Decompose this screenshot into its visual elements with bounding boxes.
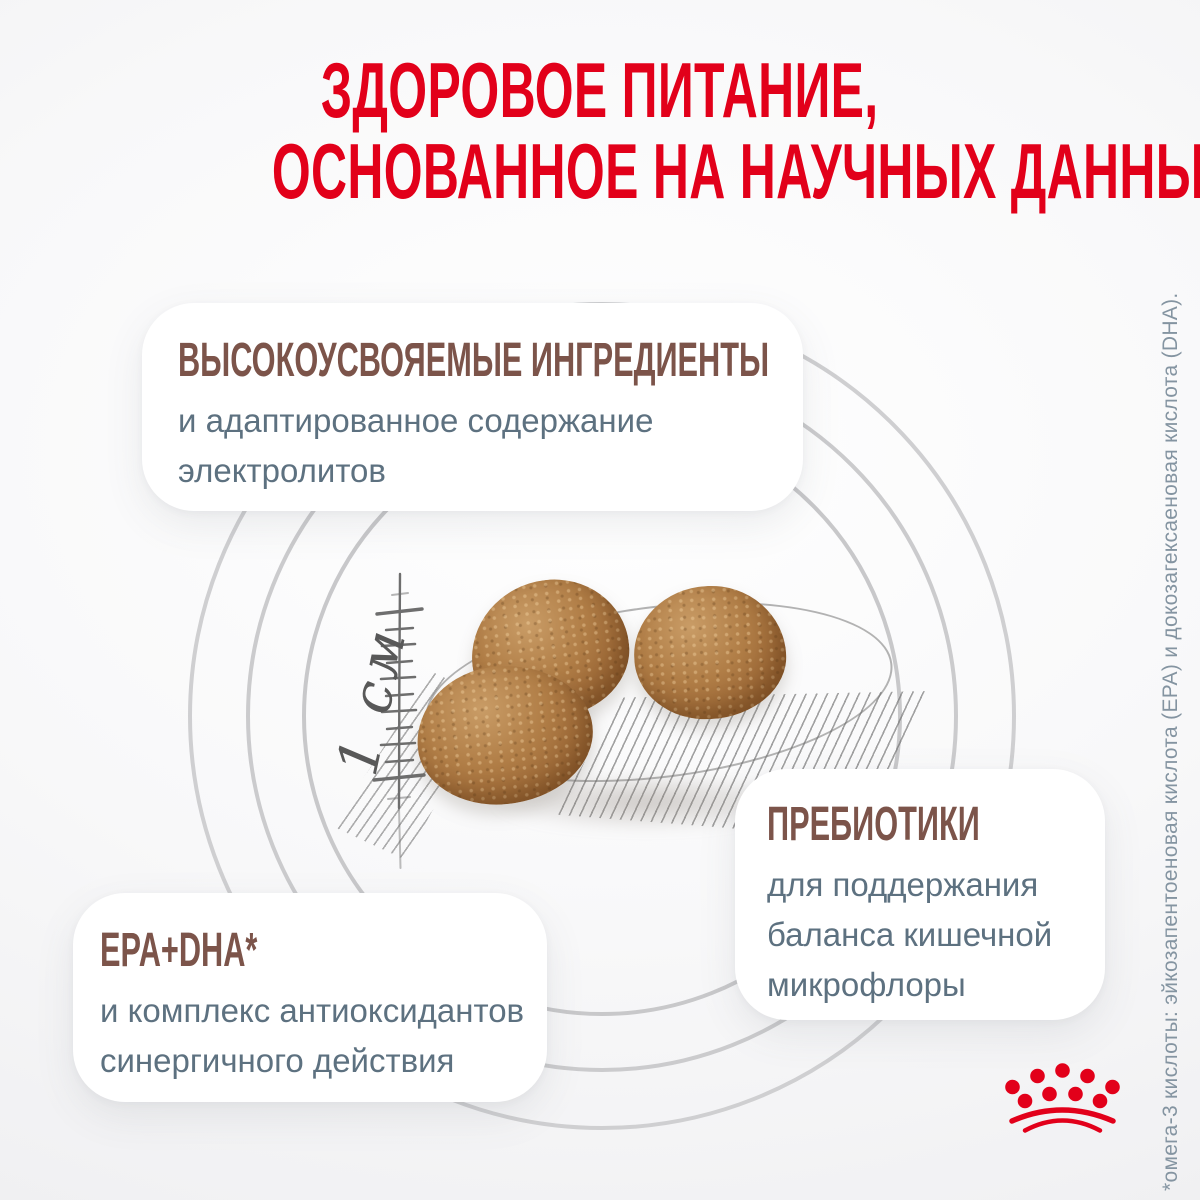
royal-canin-crown-icon [1005,1063,1120,1133]
ruler-sketch [372,572,426,869]
feature-card-prebiotics: ПРЕБИОТИКИ для поддержания баланса кишеч… [735,769,1105,1020]
page-title: ЗДОРОВОЕ ПИТАНИЕ, ОСНОВАННОЕ НА НАУЧНЫХ … [0,50,1200,212]
card-title: ПРЕБИОТИКИ [767,798,980,851]
card-title: ВЫСОКОУСВОЯЕМЫЕ ИНГРЕДИЕНТЫ [178,334,770,387]
card-body: для поддержания баланса кишечной микрофл… [767,866,1053,1003]
footnote-vertical: *омега-3 кислоты: эйкозапентоеновая кисл… [1159,292,1182,1191]
feature-card-epa-dha: EPA+DHA* и комплекс антиоксидантов синер… [73,893,547,1102]
page-title-line-1: ЗДОРОВОЕ ПИТАНИЕ, [321,46,879,134]
page-title-line-2: ОСНОВАННОЕ НА НАУЧНЫХ ДАННЫХ [271,127,1200,215]
feature-card-ingredients: ВЫСОКОУСВОЯЕМЫЕ ИНГРЕДИЕНТЫ и адаптирова… [142,303,803,511]
card-body: и адаптированное содержание электролитов [178,402,654,489]
card-body: и комплекс антиоксидантов синергичного д… [100,992,525,1079]
card-title: EPA+DHA* [100,924,258,977]
